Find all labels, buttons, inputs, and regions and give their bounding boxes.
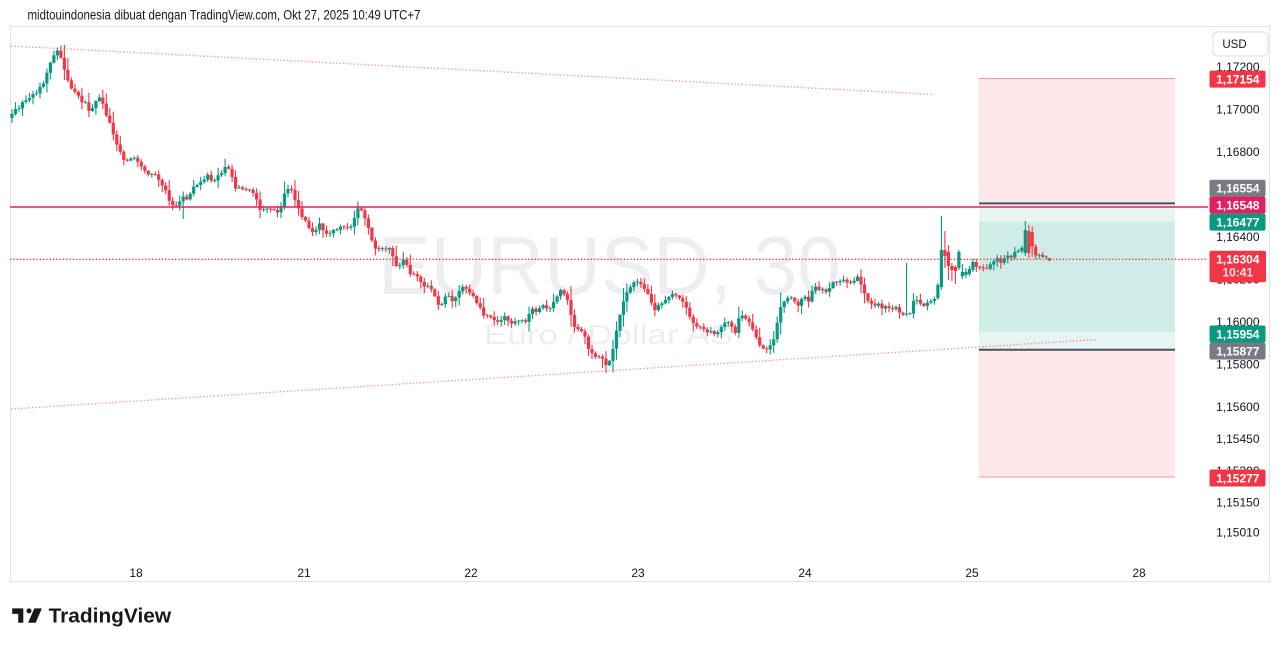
svg-text:1,17154: 1,17154 <box>1216 72 1260 86</box>
svg-text:1,17200: 1,17200 <box>1216 60 1260 74</box>
svg-text:1,16304: 1,16304 <box>1216 252 1260 266</box>
svg-text:1,15010: 1,15010 <box>1216 526 1260 540</box>
svg-text:10:41: 10:41 <box>1222 266 1253 280</box>
svg-text:23: 23 <box>631 566 645 580</box>
svg-text:TradingView: TradingView <box>49 606 172 628</box>
svg-text:1,15150: 1,15150 <box>1216 496 1260 510</box>
svg-text:1,16400: 1,16400 <box>1216 230 1260 244</box>
svg-text:1,16800: 1,16800 <box>1216 145 1260 159</box>
svg-text:1,15600: 1,15600 <box>1216 400 1260 414</box>
svg-text:22: 22 <box>464 566 478 580</box>
svg-text:1,16548: 1,16548 <box>1216 198 1260 212</box>
svg-text:1,16477: 1,16477 <box>1216 215 1260 229</box>
svg-text:25: 25 <box>965 566 979 580</box>
svg-text:1,15800: 1,15800 <box>1216 358 1260 372</box>
svg-text:1,15954: 1,15954 <box>1216 327 1260 341</box>
svg-text:28: 28 <box>1132 566 1146 580</box>
svg-text:18: 18 <box>129 566 143 580</box>
svg-text:1,16554: 1,16554 <box>1216 182 1260 196</box>
svg-text:1,17000: 1,17000 <box>1216 103 1260 117</box>
svg-text:EURUSD, 30: EURUSD, 30 <box>378 219 841 312</box>
svg-text:Euro / Dollar AS: Euro / Dollar AS <box>484 319 733 350</box>
svg-text:24: 24 <box>798 566 812 580</box>
svg-text:USD: USD <box>1222 39 1246 51</box>
svg-text:midtouindonesia dibuat dengan: midtouindonesia dibuat dengan TradingVie… <box>28 8 421 23</box>
svg-text:1,15277: 1,15277 <box>1216 471 1260 485</box>
svg-text:1,15450: 1,15450 <box>1216 432 1260 446</box>
svg-text:21: 21 <box>297 566 311 580</box>
svg-text:1,15877: 1,15877 <box>1216 344 1260 358</box>
